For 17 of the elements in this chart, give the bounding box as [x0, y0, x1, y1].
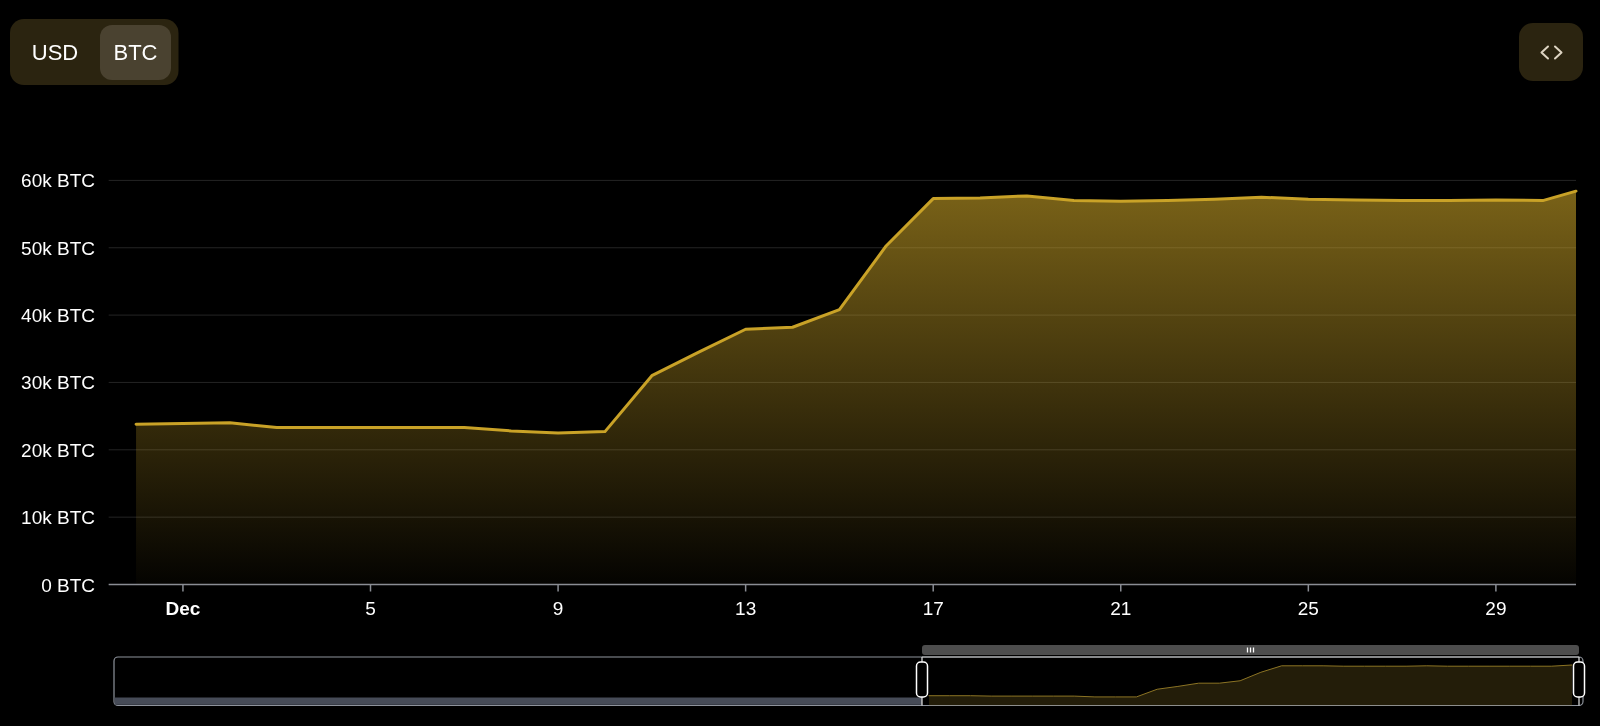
y-tick-label: 10k BTC: [21, 506, 95, 528]
text: USD: [31, 39, 79, 65]
y-tick-label: 30k BTC: [21, 371, 95, 393]
x-tick-label: 17: [922, 597, 944, 618]
x-tick-label: 9: [552, 597, 564, 618]
x-tick-label: 29: [1485, 597, 1507, 618]
y-tick-label: 40k BTC: [21, 304, 95, 326]
x-tick-label: 25: [1297, 597, 1319, 618]
y-tick-label: 50k BTC: [21, 237, 95, 259]
x-tick-label: 13: [735, 597, 757, 618]
y-tick-label: 20k BTC: [21, 439, 95, 461]
x-tick-label: Dec: [165, 597, 201, 618]
x-tick-label: 21: [1110, 597, 1132, 618]
y-tick-label: 60k BTC: [21, 169, 95, 191]
x-tick-label: 5: [365, 597, 376, 618]
y-tick-label: 0 BTC: [41, 574, 95, 595]
text: BTC: [113, 39, 158, 65]
